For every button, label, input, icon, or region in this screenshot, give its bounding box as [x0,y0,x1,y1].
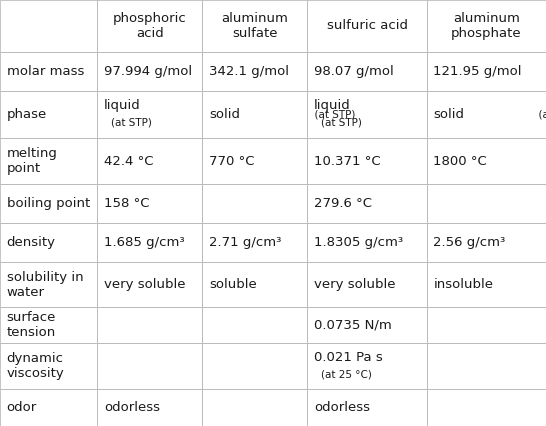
Text: soluble: soluble [209,278,257,291]
Text: odorless: odorless [104,401,160,414]
Bar [427,343,546,389]
Bar [427,262,546,307]
Bar [203,343,307,389]
Text: (at 25 °C): (at 25 °C) [321,369,372,379]
Bar [0,262,97,307]
Text: odorless: odorless [314,401,370,414]
Text: molar mass: molar mass [7,65,84,78]
Bar [97,91,203,138]
Text: 770 °C: 770 °C [209,155,254,168]
Bar [427,307,546,343]
Text: phase: phase [7,108,47,121]
Text: 0.021 Pa s: 0.021 Pa s [314,351,383,364]
Bar [97,184,203,223]
Text: 1.8305 g/cm³: 1.8305 g/cm³ [314,236,403,249]
Bar [203,262,307,307]
Bar [307,52,427,91]
Text: 2.56 g/cm³: 2.56 g/cm³ [434,236,506,249]
Text: 1800 °C: 1800 °C [434,155,487,168]
Text: density: density [7,236,56,249]
Text: aluminum
phosphate: aluminum phosphate [451,12,521,40]
Bar [97,307,203,343]
Bar [97,223,203,262]
Bar [203,389,307,426]
Text: insoluble: insoluble [434,278,493,291]
Bar [427,184,546,223]
Text: (at STP): (at STP) [308,109,355,119]
Bar [427,223,546,262]
Bar [307,184,427,223]
Bar [97,0,203,52]
Bar [307,138,427,184]
Bar [307,307,427,343]
Bar [0,91,97,138]
Bar [0,343,97,389]
Text: 42.4 °C: 42.4 °C [104,155,153,168]
Text: phosphoric
acid: phosphoric acid [113,12,187,40]
Text: liquid: liquid [314,99,351,112]
Bar [203,91,307,138]
Bar [203,0,307,52]
Bar [203,184,307,223]
Bar [203,52,307,91]
Bar [0,223,97,262]
Text: solid: solid [209,108,240,121]
Text: 98.07 g/mol: 98.07 g/mol [314,65,394,78]
Text: (at STP): (at STP) [111,118,152,128]
Text: 10.371 °C: 10.371 °C [314,155,381,168]
Bar [97,389,203,426]
Bar [427,91,546,138]
Text: sulfuric acid: sulfuric acid [327,20,408,32]
Text: aluminum
sulfate: aluminum sulfate [222,12,288,40]
Text: solid: solid [434,108,464,121]
Text: liquid: liquid [104,99,141,112]
Text: very soluble: very soluble [314,278,395,291]
Text: 279.6 °C: 279.6 °C [314,197,372,210]
Text: melting
point: melting point [7,147,57,175]
Bar [0,138,97,184]
Bar [307,389,427,426]
Bar [427,52,546,91]
Bar [0,389,97,426]
Bar [0,52,97,91]
Bar [307,262,427,307]
Bar [97,262,203,307]
Text: 342.1 g/mol: 342.1 g/mol [209,65,289,78]
Bar [203,138,307,184]
Text: (at STP): (at STP) [321,118,362,128]
Text: dynamic
viscosity: dynamic viscosity [7,352,64,380]
Text: solubility in
water: solubility in water [7,271,83,299]
Bar [307,223,427,262]
Bar [0,0,97,52]
Bar [307,343,427,389]
Bar [307,0,427,52]
Text: 121.95 g/mol: 121.95 g/mol [434,65,522,78]
Bar [97,52,203,91]
Text: very soluble: very soluble [104,278,186,291]
Bar [0,307,97,343]
Text: boiling point: boiling point [7,197,90,210]
Text: odor: odor [7,401,37,414]
Text: 97.994 g/mol: 97.994 g/mol [104,65,192,78]
Text: 1.685 g/cm³: 1.685 g/cm³ [104,236,185,249]
Bar [427,389,546,426]
Text: 0.0735 N/m: 0.0735 N/m [314,319,392,332]
Bar [97,138,203,184]
Bar [203,307,307,343]
Bar [427,138,546,184]
Text: surface
tension: surface tension [7,311,56,339]
Text: 158 °C: 158 °C [104,197,150,210]
Text: (at STP): (at STP) [532,109,546,119]
Bar [203,223,307,262]
Bar [0,184,97,223]
Bar [97,343,203,389]
Bar [427,0,546,52]
Text: 2.71 g/cm³: 2.71 g/cm³ [209,236,281,249]
Bar [307,91,427,138]
